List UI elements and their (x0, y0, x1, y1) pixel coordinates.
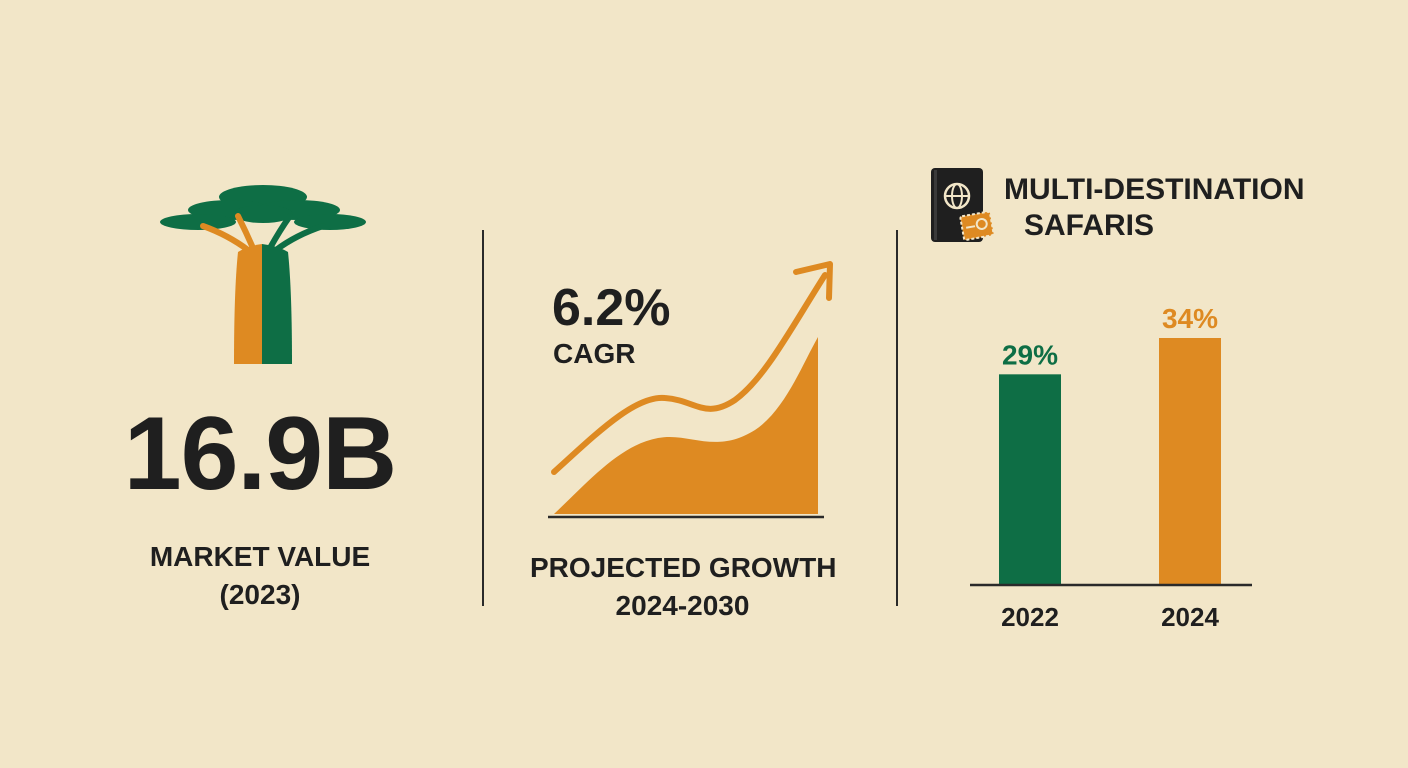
market-value-caption: MARKET VALUE (2023) (130, 538, 390, 614)
bar-2022 (999, 374, 1061, 585)
passport-icon (931, 168, 994, 242)
growth-caption-title: PROJECTED GROWTH (530, 552, 837, 583)
x-tick-label-2024: 2024 (1161, 602, 1219, 632)
x-tick-label-2022: 2022 (1001, 602, 1059, 632)
cagr-label: CAGR (553, 338, 636, 369)
bar-value-label-2022: 29% (1002, 339, 1058, 370)
title-line-2: SAFARIS (1024, 209, 1155, 242)
stamp-icon (959, 210, 994, 241)
trend-arrow-icon (793, 261, 833, 301)
multi-destination-bar-chart: 29% 2022 34% 2024 (970, 303, 1252, 632)
growth-caption-years: 2024-2030 (615, 590, 750, 621)
divider-right (896, 230, 898, 606)
growth-area-chart (548, 261, 833, 519)
market-value: 16.9B (123, 396, 398, 512)
bar-value-label-2024: 34% (1162, 303, 1218, 334)
multi-destination-title: MULTI-DESTINATION SAFARIS (1004, 172, 1305, 244)
growth-area (554, 337, 818, 514)
baobab-tree-icon (160, 185, 366, 364)
trend-line (551, 272, 828, 475)
market-value-year: (2023) (219, 579, 301, 610)
divider-left (482, 230, 484, 606)
market-value-label: MARKET VALUE (149, 541, 371, 572)
cagr-value: 6.2% (552, 279, 671, 337)
title-line-1: MULTI-DESTINATION (1004, 173, 1305, 206)
growth-caption: PROJECTED GROWTH 2024-2030 (530, 549, 837, 625)
bar-2024 (1159, 338, 1221, 585)
